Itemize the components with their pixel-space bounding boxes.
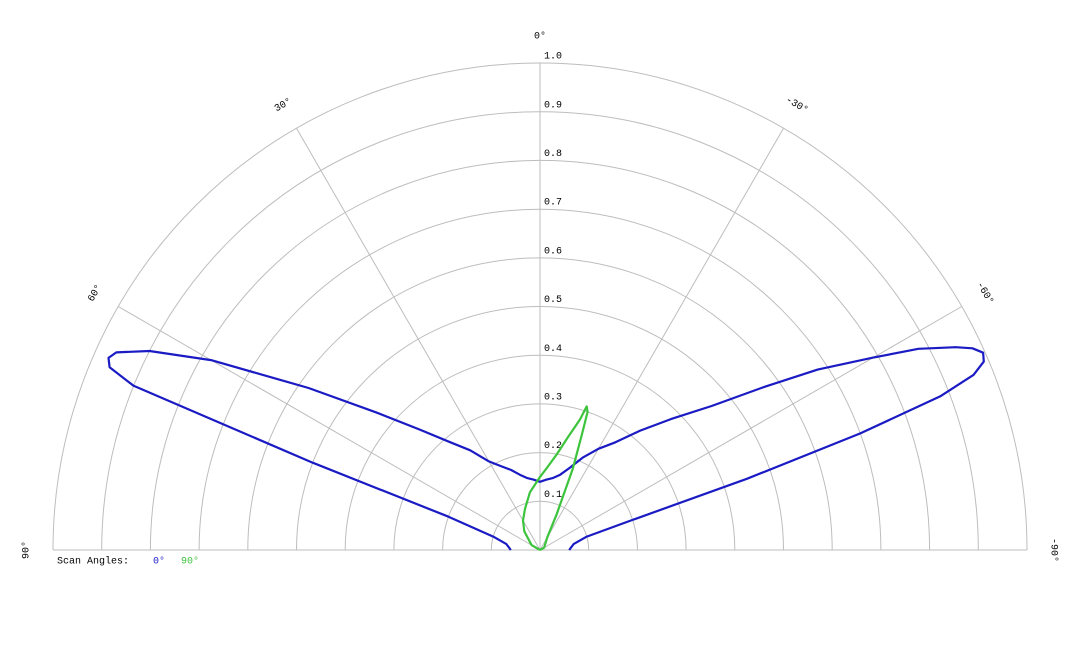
r-tick-label: 0.9 <box>544 100 562 111</box>
theta-tick-label: 60° <box>86 283 105 305</box>
theta-tick-label: 30° <box>273 96 295 115</box>
r-tick-label: 1.0 <box>544 52 562 63</box>
theta-tick-label: -60° <box>973 280 995 307</box>
grid-spoke <box>296 127 541 551</box>
legend-entry: 90° <box>181 556 199 568</box>
grid-spoke <box>117 306 541 551</box>
r-tick-label: 0.1 <box>544 490 562 501</box>
theta-tick-label: -30° <box>783 94 810 116</box>
series-line <box>521 405 589 551</box>
theta-tick-label: -90° <box>1047 538 1059 562</box>
theta-tick-label: 0° <box>534 31 546 43</box>
r-tick-label: 0.3 <box>544 393 562 404</box>
r-tick-label: 0.2 <box>544 441 562 452</box>
r-tick-label: 0.4 <box>544 344 562 355</box>
legend-title: Scan Angles: <box>57 556 129 568</box>
legend-entry: 0° <box>153 556 165 568</box>
grid-spoke <box>539 306 963 551</box>
r-tick-label: 0.5 <box>544 295 562 306</box>
grid-spoke <box>539 127 784 551</box>
theta-tick-label: 90° <box>21 541 33 559</box>
r-tick-label: 0.8 <box>544 149 562 160</box>
r-tick-label: 0.6 <box>544 246 562 257</box>
series-line <box>107 346 985 551</box>
r-tick-label: 0.7 <box>544 198 562 209</box>
